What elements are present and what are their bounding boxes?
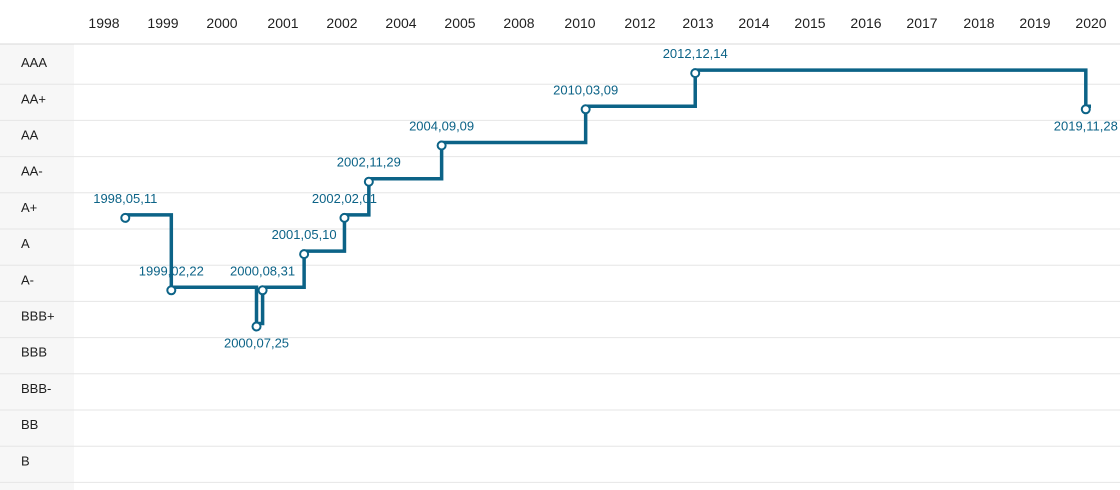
event-marker[interactable]	[1080, 104, 1091, 115]
y-tick-label: AA+	[21, 91, 46, 106]
event-date-label: 2001,05,10	[272, 227, 337, 242]
event-date-label: 2000,08,31	[230, 263, 295, 278]
event-date-label: 2010,03,09	[553, 82, 618, 97]
y-tick-label: BBB	[21, 345, 47, 360]
x-tick-label: 2000	[206, 15, 237, 31]
event-marker[interactable]	[166, 285, 177, 296]
x-tick-label: 2018	[963, 15, 994, 31]
event-date-label: 2002,11,29	[337, 155, 401, 170]
event-date-label: 2004,09,09	[409, 119, 474, 134]
x-tick-label: 1998	[88, 15, 119, 31]
x-tick-label: 2010	[564, 15, 595, 31]
y-tick-label: BB	[21, 417, 38, 432]
x-tick-label: 1999	[147, 15, 178, 31]
event-date-label: 2019,11,28	[1054, 118, 1118, 133]
x-tick-label: 2019	[1019, 15, 1050, 31]
x-tick-label: 2014	[738, 15, 769, 31]
y-tick-label: AA	[21, 128, 39, 143]
event-marker[interactable]	[120, 212, 131, 223]
event-marker[interactable]	[363, 176, 374, 187]
y-tick-label: A+	[21, 200, 37, 215]
event-date-label: 2012,12,14	[663, 46, 728, 61]
rating-step-line	[125, 68, 1091, 326]
event-date-label: 1999,02,22	[139, 263, 204, 278]
y-axis-band	[0, 44, 74, 490]
x-tick-label: 2001	[267, 15, 298, 31]
event-marker[interactable]	[257, 285, 268, 296]
x-tick-label: 2015	[794, 15, 825, 31]
x-tick-label: 2013	[682, 15, 713, 31]
event-marker[interactable]	[339, 212, 350, 223]
y-tick-label: B	[21, 453, 30, 468]
x-tick-label: 2005	[444, 15, 475, 31]
event-date-label: 2000,07,25	[224, 336, 289, 351]
y-tick-label: AA-	[21, 164, 43, 179]
y-tick-label: A	[21, 236, 30, 251]
event-marker[interactable]	[436, 140, 447, 151]
event-marker[interactable]	[251, 321, 262, 332]
y-tick-label: BBB-	[21, 381, 51, 396]
event-date-label: 2002,02,01	[312, 191, 377, 206]
event-date-label: 1998,05,11	[93, 191, 157, 206]
x-tick-label: 2004	[385, 15, 416, 31]
x-tick-label: 2008	[503, 15, 534, 31]
y-tick-label: AAA	[21, 55, 47, 70]
x-tick-label: 2002	[326, 15, 357, 31]
y-tick-label: BBB+	[21, 309, 55, 324]
x-tick-label: 2016	[850, 15, 881, 31]
event-marker[interactable]	[299, 249, 310, 260]
x-tick-label: 2017	[906, 15, 937, 31]
event-marker[interactable]	[580, 104, 591, 115]
x-tick-label: 2012	[624, 15, 655, 31]
event-marker[interactable]	[690, 68, 701, 79]
x-tick-label: 2020	[1075, 15, 1106, 31]
y-tick-label: A-	[21, 272, 34, 287]
